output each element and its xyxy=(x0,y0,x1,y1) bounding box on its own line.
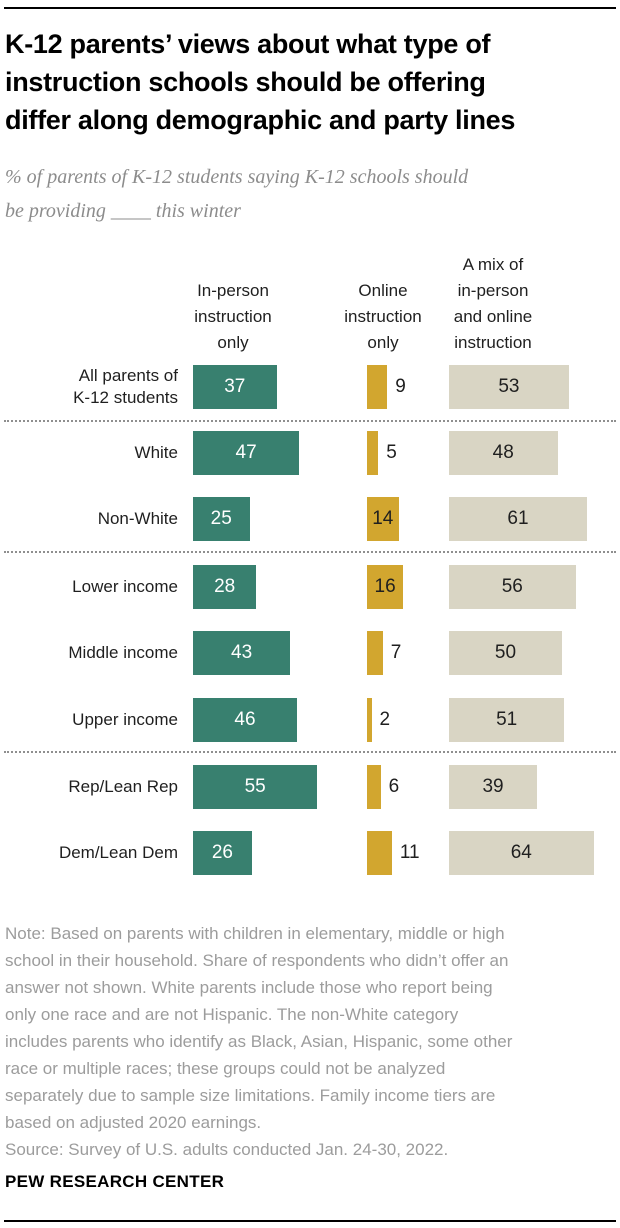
group-separator-2 xyxy=(4,551,616,553)
value-label: 11 xyxy=(399,842,420,863)
row-label-lower-income: Lower income xyxy=(72,577,178,596)
value-label: 26 xyxy=(211,842,233,863)
bar-online-only: 14 xyxy=(367,497,399,541)
row-label-rep-lean-rep: Rep/Lean Rep xyxy=(68,777,178,796)
chart-title: K-12 parents’ views about what type of i… xyxy=(5,29,516,135)
value-label: 25 xyxy=(210,508,232,529)
row-label-non-white: Non-White xyxy=(97,509,178,528)
value-label: 7 xyxy=(390,642,402,663)
bar-mix: 51 xyxy=(449,698,565,742)
bar-online-only xyxy=(367,831,392,875)
top-rule xyxy=(4,7,616,9)
bar-in-person-only: 46 xyxy=(193,698,297,742)
value-label: 61 xyxy=(507,508,529,529)
value-label: 39 xyxy=(482,776,504,797)
group-separator-3 xyxy=(4,751,616,753)
bar-in-person-only: 47 xyxy=(193,431,300,475)
column-header-mix: A mix of in-person and online instructio… xyxy=(453,255,533,352)
value-label: 46 xyxy=(234,709,256,730)
bar-in-person-only: 55 xyxy=(193,765,318,809)
value-label: 56 xyxy=(501,576,523,597)
bar-online-only xyxy=(367,698,372,742)
pew-research-center-logo: PEW RESEARCH CENTER xyxy=(5,1172,225,1191)
bar-mix: 39 xyxy=(449,765,538,809)
bar-online-only xyxy=(367,431,379,475)
row-label-dem-lean-dem: Dem/Lean Dem xyxy=(58,843,178,862)
chart-subtitle: % of parents of K-12 students saying K-1… xyxy=(5,166,469,222)
row-label-upper-income: Upper income xyxy=(72,710,178,729)
bar-mix: 50 xyxy=(449,631,562,675)
value-label: 14 xyxy=(372,508,394,529)
value-label: 9 xyxy=(395,376,406,397)
bottom-rule xyxy=(4,1220,616,1222)
group-separator-1 xyxy=(4,420,616,422)
column-header-in-person: In-person instruction only xyxy=(194,281,272,352)
bar-in-person-only: 28 xyxy=(193,565,257,609)
bar-in-person-only: 26 xyxy=(193,831,252,875)
value-label: 28 xyxy=(214,576,236,597)
bar-in-person-only: 37 xyxy=(193,365,277,409)
value-label: 43 xyxy=(231,642,253,663)
value-label: 51 xyxy=(496,709,518,730)
value-label: 64 xyxy=(510,842,532,863)
bar-mix: 53 xyxy=(449,365,569,409)
value-label: 16 xyxy=(374,576,396,597)
bar-mix: 56 xyxy=(449,565,576,609)
bar-online-only xyxy=(367,631,383,675)
row-label-all-parents-of-k-12-students: All parents of K-12 students xyxy=(73,366,178,407)
bar-mix: 64 xyxy=(449,831,594,875)
value-label: 2 xyxy=(379,709,391,730)
bar-online-only xyxy=(367,365,388,409)
bar-mix: 61 xyxy=(449,497,587,541)
bar-in-person-only: 43 xyxy=(193,631,291,675)
value-label: 53 xyxy=(498,376,520,397)
bar-online-only xyxy=(367,765,381,809)
value-label: 48 xyxy=(492,442,514,463)
column-header-online: Online instruction only xyxy=(344,281,422,352)
row-label-middle-income: Middle income xyxy=(68,643,178,662)
bar-in-person-only: 25 xyxy=(193,497,250,541)
bar-mix: 48 xyxy=(449,431,558,475)
value-label: 37 xyxy=(224,376,246,397)
value-label: 55 xyxy=(244,776,266,797)
value-label: 47 xyxy=(235,442,257,463)
value-label: 6 xyxy=(388,776,400,797)
bar-online-only: 16 xyxy=(367,565,404,609)
value-label: 5 xyxy=(386,442,397,463)
row-label-white: White xyxy=(134,443,178,462)
note-and-source: Note: Based on parents with children in … xyxy=(5,924,513,1159)
value-label: 50 xyxy=(494,642,517,663)
